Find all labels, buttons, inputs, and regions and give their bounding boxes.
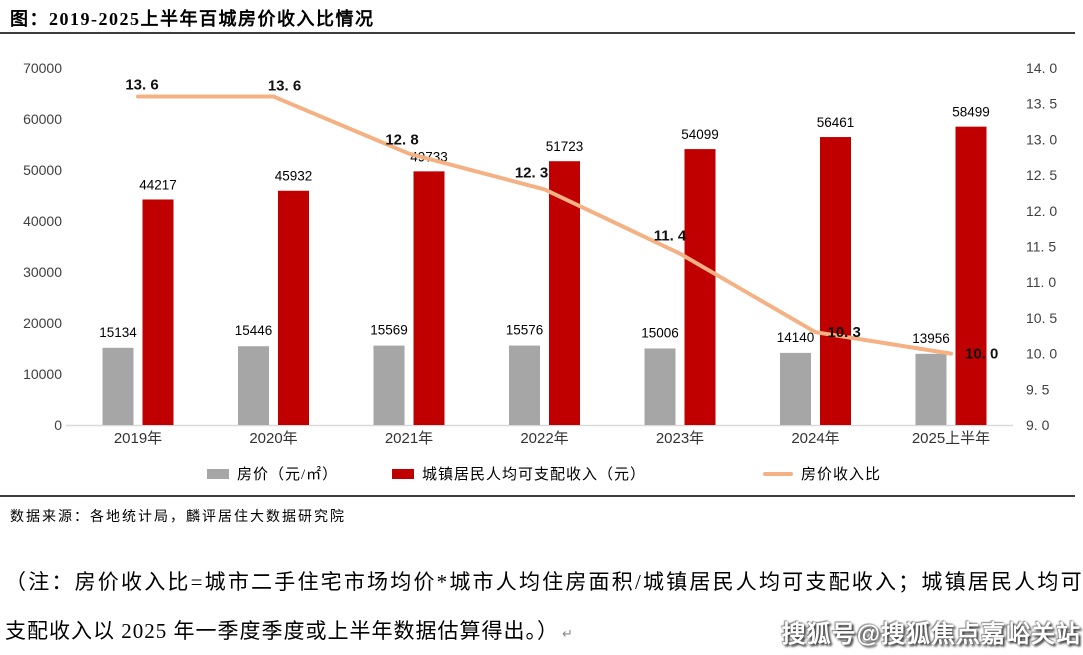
line-label: 12. 8 bbox=[385, 132, 418, 149]
y-axis-right-tick: 10. 5 bbox=[1026, 310, 1057, 326]
y-axis-right-tick: 12. 0 bbox=[1026, 203, 1057, 219]
paragraph-mark: ↵ bbox=[562, 626, 574, 641]
note-line-2: 支配收入以 2025 年一季度季度或上半年数据估算得出。） ↵ bbox=[5, 615, 1083, 645]
line-label: 13. 6 bbox=[125, 77, 158, 94]
data-source: 数据来源：各地统计局，麟评居住大数据研究院 bbox=[10, 510, 346, 525]
watermark: 搜狐号@搜狐焦点嘉峪关站 bbox=[781, 621, 1081, 648]
bar-label-income: 56461 bbox=[817, 115, 855, 130]
x-axis-label: 2023年 bbox=[656, 430, 704, 447]
x-axis-label: 2024年 bbox=[791, 430, 839, 447]
orange-line-swatch bbox=[763, 472, 793, 476]
note-line-2-text: 支配收入以 2025 年一季度季度或上半年数据估算得出。） bbox=[5, 619, 559, 643]
y-axis-right-tick: 14. 0 bbox=[1026, 60, 1057, 76]
x-axis-label: 2021年 bbox=[385, 430, 433, 447]
y-axis-left-tick: 20000 bbox=[23, 315, 62, 331]
line-label: 10. 3 bbox=[828, 324, 861, 341]
bar-house-price bbox=[373, 345, 405, 425]
x-axis-label: 2019年 bbox=[114, 430, 162, 447]
legend-item-ratio: 房价收入比 bbox=[763, 463, 881, 484]
y-axis-right-tick: 11. 0 bbox=[1026, 274, 1056, 290]
line-label: 11. 4 bbox=[654, 228, 687, 245]
y-axis-left-tick: 50000 bbox=[23, 162, 62, 178]
chart-canvas: 0 10000 20000 30000 40000 50000 60000 70000 9. 0… bbox=[23, 60, 1057, 447]
bar-label-house-price: 14140 bbox=[777, 330, 815, 345]
line-label: 10. 0 bbox=[965, 346, 998, 363]
y-axis-right-tick: 9. 5 bbox=[1026, 381, 1050, 397]
legend-label-income: 城镇居民人均可支配收入（元） bbox=[422, 467, 647, 483]
line-label: 13. 6 bbox=[268, 78, 301, 95]
note-text: （注：房价收入比=城市二手住宅市场均价*城市人均住房面积/城镇居民人均可支配收入… bbox=[5, 566, 1083, 645]
y-axis-right-tick: 13. 0 bbox=[1026, 131, 1057, 147]
y-axis-left-tick: 60000 bbox=[23, 111, 62, 127]
gray-bar-swatch bbox=[207, 468, 229, 479]
bar-label-house-price: 15576 bbox=[506, 323, 544, 338]
y-axis-left-tick: 30000 bbox=[23, 264, 62, 280]
bar-label-income: 58499 bbox=[952, 105, 990, 120]
y-axis-right-tick: 11. 5 bbox=[1026, 239, 1056, 255]
x-axis-label: 2025上半年 bbox=[912, 430, 990, 447]
bar-house-price bbox=[780, 352, 811, 425]
x-axis-label: 2022年 bbox=[520, 430, 568, 447]
bar-house-price bbox=[102, 347, 134, 425]
x-axis-label: 2020年 bbox=[249, 430, 297, 447]
bar-income bbox=[684, 149, 716, 425]
legend-label-house-price: 房价（元/㎡） bbox=[237, 467, 339, 483]
bottom-divider bbox=[0, 495, 1075, 497]
y-axis-left-tick: 40000 bbox=[23, 213, 62, 229]
bar-income bbox=[413, 171, 445, 425]
ratio-line bbox=[136, 94, 953, 356]
note-line-1: （注：房价收入比=城市二手住宅市场均价*城市人均住房面积/城镇居民人均可支配收入… bbox=[5, 570, 1083, 594]
legend-item-income: 城镇居民人均可支配收入（元） bbox=[392, 463, 646, 484]
y-axis-right-tick: 9. 0 bbox=[1026, 417, 1050, 433]
bar-label-house-price: 15134 bbox=[99, 325, 137, 340]
y-axis-left-tick: 0 bbox=[54, 417, 62, 433]
bar-label-income: 51723 bbox=[546, 139, 584, 154]
y-axis-left-tick: 70000 bbox=[23, 60, 62, 76]
bar-label-house-price: 15446 bbox=[235, 323, 273, 338]
legend-label-ratio: 房价收入比 bbox=[801, 467, 882, 483]
legend-item-house-price: 房价（元/㎡） bbox=[207, 463, 338, 484]
bar-house-price bbox=[915, 353, 947, 425]
bar-label-income: 44217 bbox=[139, 177, 177, 192]
top-divider bbox=[0, 32, 1075, 34]
bar-label-house-price: 13956 bbox=[912, 331, 950, 346]
chart-title: 图：2019-2025上半年百城房价收入比情况 bbox=[10, 9, 375, 29]
bar-label-income: 54099 bbox=[681, 127, 719, 142]
y-axis-right-tick: 12. 5 bbox=[1026, 167, 1057, 183]
bar-house-price bbox=[238, 346, 269, 425]
bar-house-price bbox=[509, 345, 540, 425]
bar-house-price bbox=[644, 348, 676, 425]
bar-income bbox=[142, 199, 174, 425]
y-axis-right-tick: 13. 5 bbox=[1026, 96, 1057, 112]
y-axis-left-tick: 10000 bbox=[23, 366, 62, 382]
bar-label-income: 45932 bbox=[275, 169, 313, 184]
bar-income bbox=[955, 126, 987, 426]
bar-label-house-price: 15006 bbox=[641, 325, 679, 340]
bar-income bbox=[820, 137, 851, 426]
line-label: 12. 3 bbox=[515, 164, 548, 181]
bar-label-house-price: 15569 bbox=[370, 323, 408, 338]
y-axis-right-tick: 10. 0 bbox=[1026, 346, 1057, 362]
red-bar-swatch bbox=[392, 468, 414, 479]
bar-income bbox=[278, 190, 309, 425]
